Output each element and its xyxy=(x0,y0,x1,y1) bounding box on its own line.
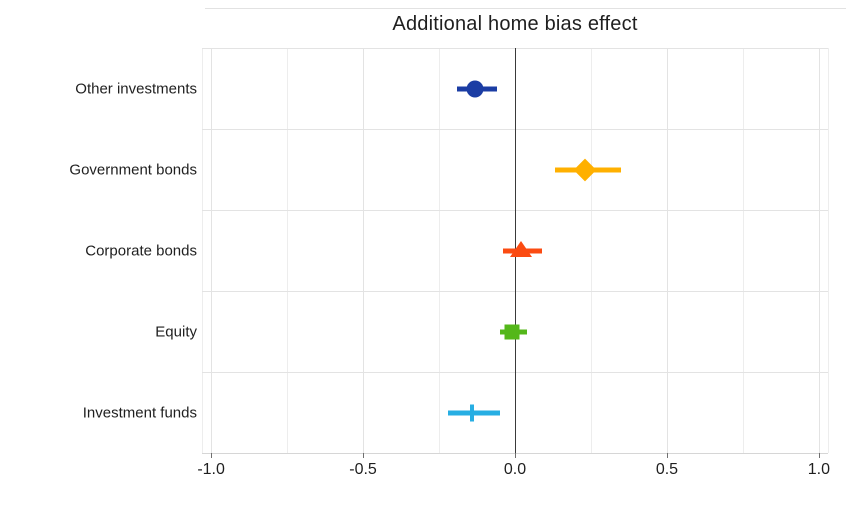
grid-minor-vertical xyxy=(287,48,289,453)
grid-minor-vertical xyxy=(439,48,441,453)
x-axis-tick xyxy=(363,453,365,458)
marker-triangle-icon xyxy=(510,240,533,257)
marker-diamond-icon xyxy=(573,158,597,181)
x-axis-tick-label: -0.5 xyxy=(349,461,377,478)
marker-square-icon xyxy=(504,324,520,339)
top-divider-line xyxy=(205,8,846,9)
grid-minor-vertical xyxy=(590,48,592,453)
grid-major-vertical xyxy=(818,48,820,453)
marker-plus-icon xyxy=(470,404,475,421)
category-label: Investment funds xyxy=(82,404,197,421)
marker-circle-icon xyxy=(466,80,484,97)
panel-edge-line xyxy=(202,48,203,453)
grid-minor-vertical xyxy=(742,48,744,453)
category-label: Other investments xyxy=(75,80,197,97)
x-axis-tick-label: 0.5 xyxy=(655,461,679,478)
x-axis-tick-label: -1.0 xyxy=(197,461,225,478)
x-axis-tick xyxy=(666,453,668,458)
x-axis-tick xyxy=(515,453,516,458)
panel-edge-line xyxy=(828,48,829,453)
x-axis-tick xyxy=(818,453,820,458)
grid-major-vertical xyxy=(666,48,668,453)
chart-title: Additional home bias effect xyxy=(392,13,638,35)
grid-major-vertical xyxy=(211,48,213,453)
x-axis-tick-label: 0.0 xyxy=(503,461,527,478)
x-axis-tick-label: 1.0 xyxy=(807,461,830,478)
category-label: Equity xyxy=(155,323,197,340)
x-axis-tick xyxy=(211,453,213,458)
grid-major-vertical xyxy=(363,48,365,453)
category-label: Corporate bonds xyxy=(85,242,197,259)
category-label: Government bonds xyxy=(69,161,197,178)
